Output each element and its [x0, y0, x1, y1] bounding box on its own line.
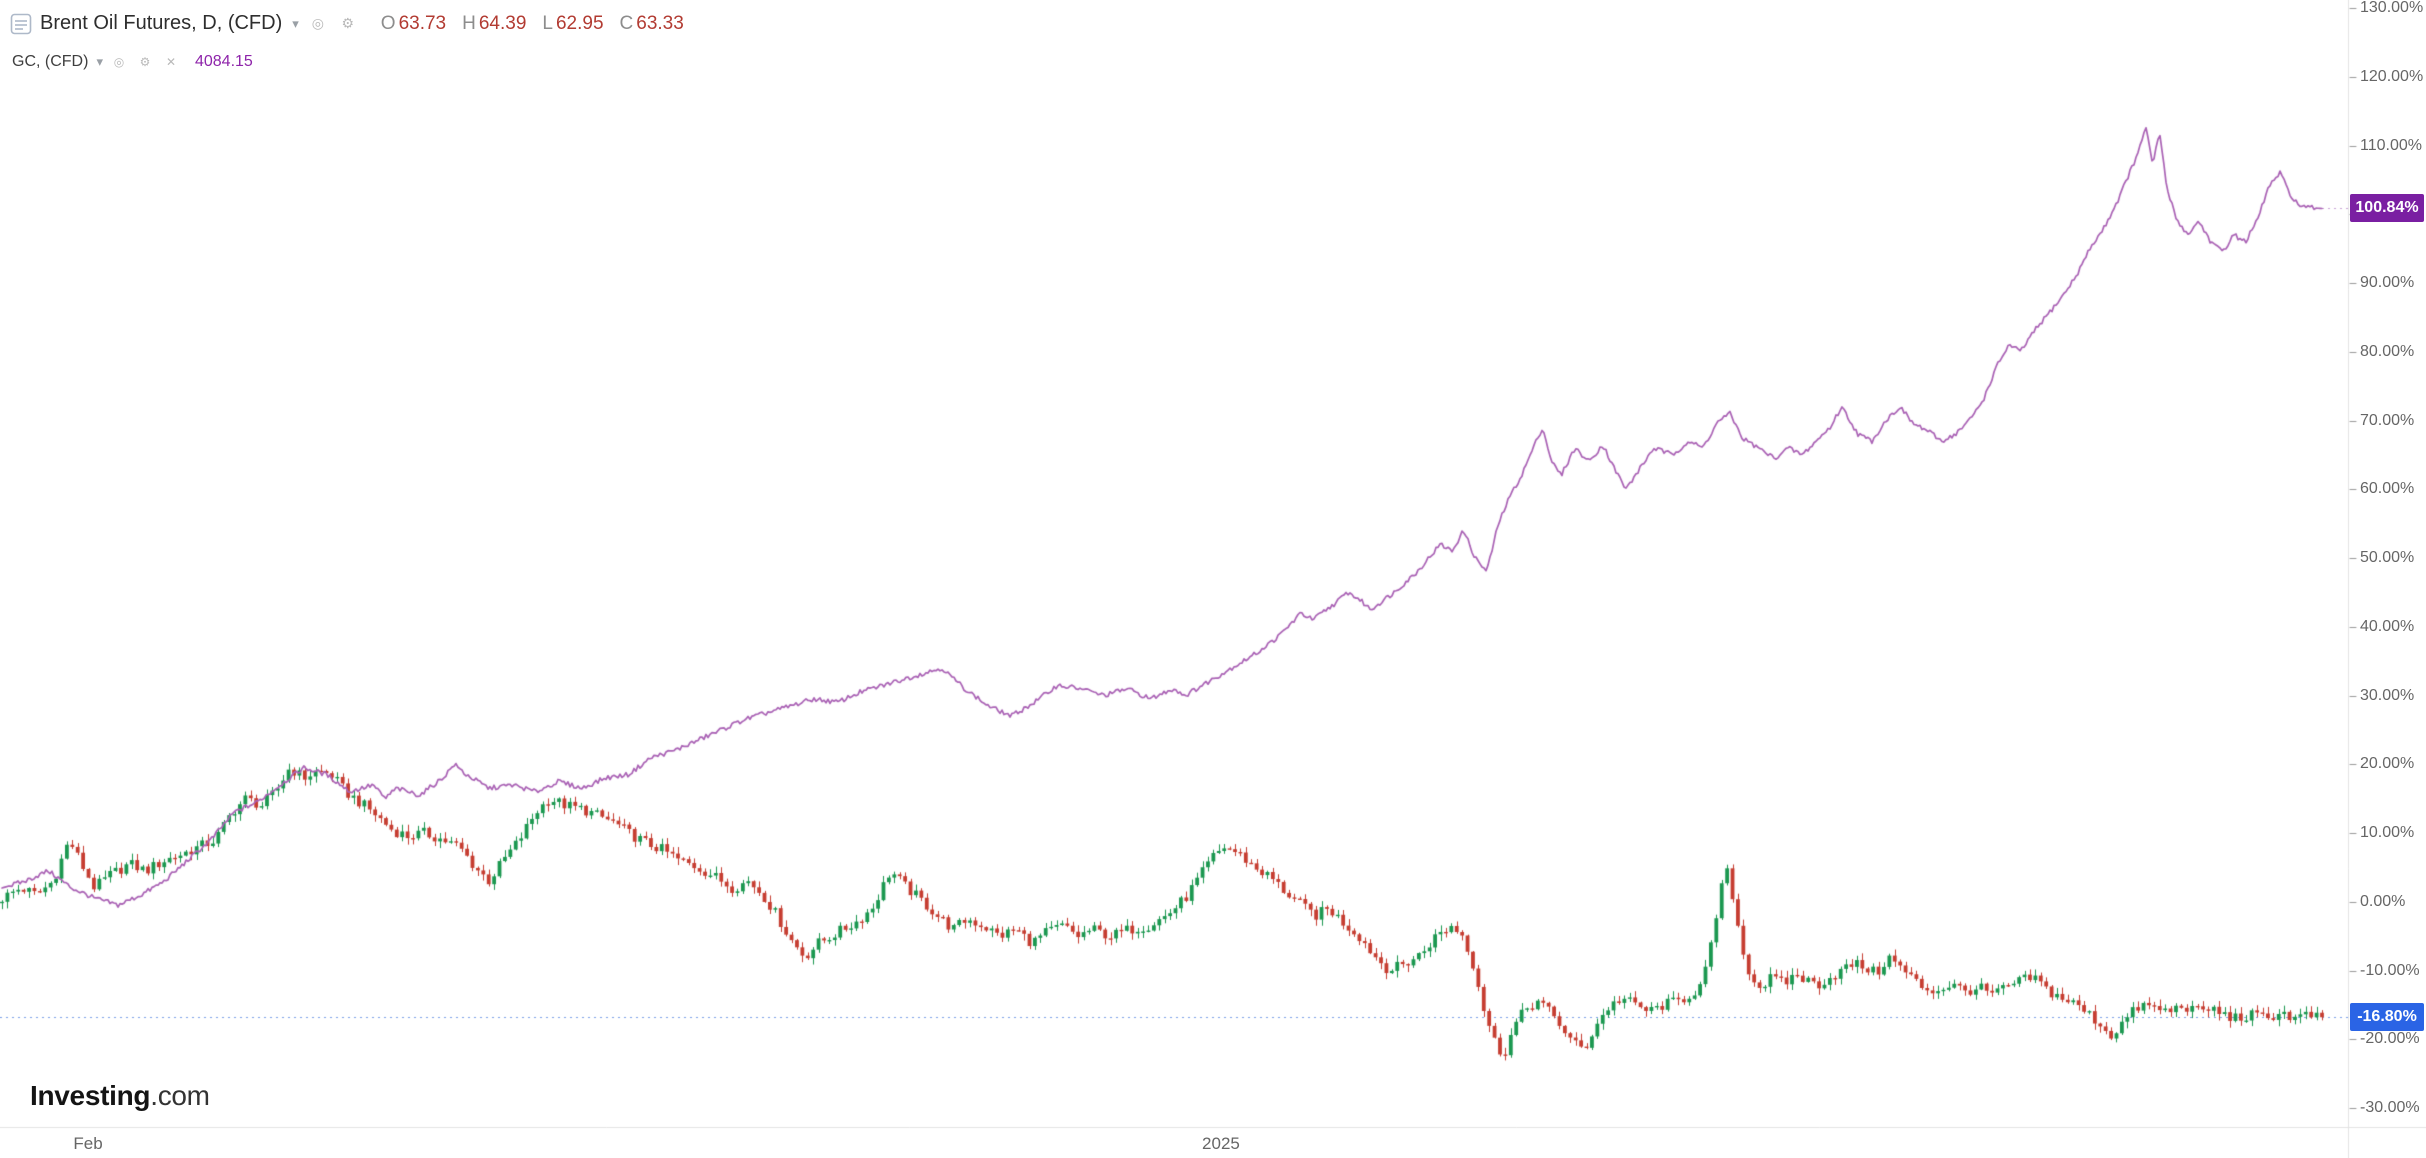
high-value: H 64.39 [462, 12, 527, 34]
chevron-down-icon[interactable]: ▾ [96, 54, 103, 69]
overlay-series-value: 4084.15 [194, 53, 253, 70]
close-value: C 63.33 [619, 12, 684, 34]
visibility-icon[interactable]: ◎ [113, 55, 125, 69]
close-icon[interactable]: ✕ [165, 55, 176, 69]
symbol-title[interactable]: Brent Oil Futures, D, (CFD) [40, 12, 283, 34]
settings-icon[interactable]: ⚙ [341, 15, 355, 31]
gold-price-badge: 100.84% [2350, 194, 2424, 223]
low-value: L 62.95 [542, 12, 604, 34]
settings-icon[interactable]: ⚙ [139, 55, 151, 69]
symbol-header-row: Brent Oil Futures, D, (CFD) ▾ ◎ ⚙ O 63.73… [10, 12, 684, 35]
overlay-series-row: GC, (CFD) ▾ ◎ ⚙ ✕ 4084.15 [12, 52, 253, 72]
visibility-icon[interactable]: ◎ [311, 15, 324, 31]
open-value: O 63.73 [380, 12, 447, 34]
investing-logo-name: Investing [30, 1080, 151, 1111]
ohlc-values: O 63.73 H 64.39 L 62.95 C 63.33 [381, 13, 684, 35]
investing-logo: Investing.com [30, 1080, 210, 1112]
overlay-series-title[interactable]: GC, (CFD) [12, 53, 89, 70]
chart-menu-icon[interactable] [10, 13, 32, 35]
brent-price-badge: -16.80% [2350, 1003, 2424, 1032]
investing-logo-tld: .com [150, 1080, 210, 1111]
chevron-down-icon[interactable]: ▾ [292, 15, 299, 31]
